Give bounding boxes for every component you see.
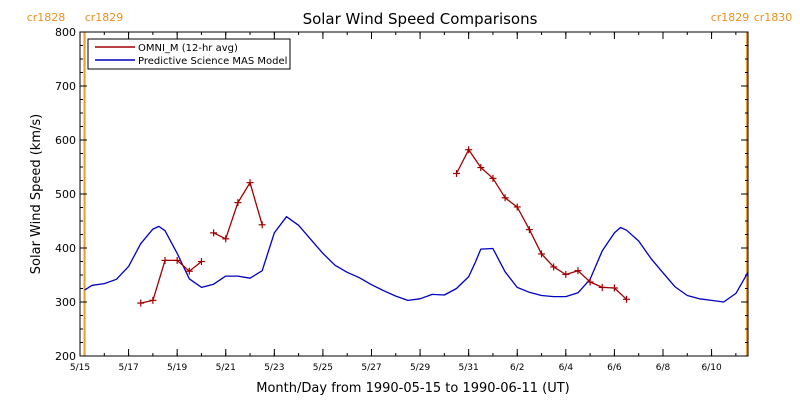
y-tick-label: 700 xyxy=(55,80,76,93)
omni-data-point xyxy=(222,235,230,243)
carrington-label-start: cr1828 cr1829 xyxy=(27,11,124,24)
carrington-lines xyxy=(83,32,749,356)
omni-data-point xyxy=(246,179,254,187)
plot-frame xyxy=(79,31,749,357)
y-tick-label: 400 xyxy=(55,242,76,255)
legend-label-mas: Predictive Science MAS Model xyxy=(138,56,287,67)
omni-data-point xyxy=(185,267,193,275)
omni-data-point xyxy=(197,258,205,265)
omni-data-point xyxy=(538,250,546,258)
omni-data-point xyxy=(234,199,242,207)
omni-data-point xyxy=(210,229,218,237)
legend: OMNI_M (12-hr avg) Predictive Science MA… xyxy=(87,38,291,70)
y-axis-label: Solar Wind Speed (km/s) xyxy=(29,114,44,274)
chart-title: Solar Wind Speed Comparisons xyxy=(303,10,538,28)
y-tick-label: 800 xyxy=(55,26,76,39)
x-tick-label: 5/15 xyxy=(70,363,90,373)
cr-label-start-a: cr1828 xyxy=(27,11,66,24)
x-tick-label: 6/10 xyxy=(701,363,721,373)
cr-label-end-b: cr1830 xyxy=(754,11,793,24)
x-tick-label: 5/21 xyxy=(216,363,236,373)
omni-data-point xyxy=(623,295,631,303)
series-omni-segment-2 xyxy=(213,182,263,240)
omni-data-point xyxy=(161,256,169,264)
omni-data-point xyxy=(598,283,606,291)
omni-data-point xyxy=(562,270,570,278)
omni-data-point xyxy=(610,284,618,292)
omni-data-point xyxy=(586,278,594,286)
omni-data-point xyxy=(550,263,558,271)
y-tick-label: 600 xyxy=(55,134,76,147)
x-tick-label: 5/17 xyxy=(118,363,138,373)
series-layer xyxy=(84,146,749,307)
cr-label-end-a: cr1829 xyxy=(711,11,750,24)
legend-label-omni: OMNI_M (12-hr avg) xyxy=(138,43,238,54)
x-tick-label: 6/6 xyxy=(607,363,622,373)
omni-data-point xyxy=(453,169,461,177)
cr-label-start-b: cr1829 xyxy=(85,11,124,24)
omni-data-point xyxy=(465,146,473,154)
x-tick-label: 5/23 xyxy=(264,363,284,373)
x-tick-label: 6/2 xyxy=(510,363,524,373)
x-tick-label: 5/27 xyxy=(361,363,381,373)
x-tick-label: 6/8 xyxy=(656,363,671,373)
x-tick-label: 5/29 xyxy=(410,363,430,373)
legend-box xyxy=(87,38,291,70)
x-tick-label: 5/25 xyxy=(313,363,333,373)
x-tick-label: 5/31 xyxy=(459,363,479,373)
omni-data-point xyxy=(525,226,533,234)
omni-data-point xyxy=(173,256,181,264)
omni-data-point xyxy=(149,296,157,304)
y-tick-label: 200 xyxy=(55,350,76,363)
omni-data-point xyxy=(501,194,509,202)
series-omni-segment-3 xyxy=(455,149,627,300)
x-tick-label: 5/19 xyxy=(167,363,187,373)
series-mas-model-line xyxy=(84,216,749,303)
x-axis-label: Month/Day from 1990-05-15 to 1990-06-11 … xyxy=(256,381,569,396)
omni-data-point xyxy=(513,203,521,211)
carrington-label-end: cr1829 cr1830 xyxy=(711,11,793,24)
y-tick-label: 300 xyxy=(55,296,76,309)
omni-data-point xyxy=(477,164,485,172)
omni-data-point xyxy=(574,267,582,275)
omni-data-point xyxy=(137,299,145,307)
omni-data-point xyxy=(258,221,266,229)
y-tick-label: 500 xyxy=(55,188,76,201)
axis-ticks: 200 300 400 500 600 700 800 5/15 5/17 5/19 5/21 5/2… xyxy=(55,26,748,373)
omni-data-point xyxy=(489,174,497,182)
x-tick-label: 6/4 xyxy=(559,363,574,373)
